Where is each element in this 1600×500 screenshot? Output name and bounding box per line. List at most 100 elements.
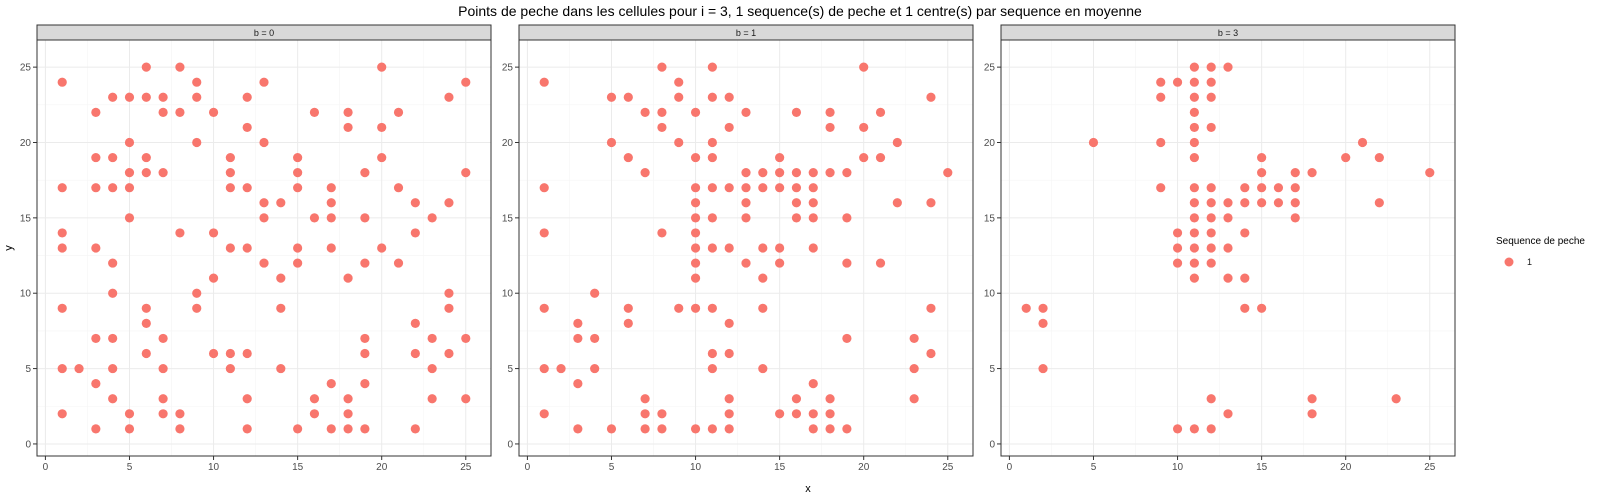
data-point xyxy=(909,394,919,404)
data-point xyxy=(1273,183,1284,193)
y-tick-label: 10 xyxy=(502,289,514,300)
data-point xyxy=(1257,303,1267,313)
data-point xyxy=(741,107,751,117)
facets-layer: b = 0 0 5 10 15 20 25 0 5 10 15 20 25 b = 1 0 5 10 15 20 25… xyxy=(20,24,1456,473)
data-point xyxy=(124,92,135,102)
data-point xyxy=(1240,183,1250,193)
data-point xyxy=(1206,92,1216,102)
y-tick-label: 10 xyxy=(984,289,996,300)
data-point xyxy=(573,318,583,328)
data-point xyxy=(427,213,437,223)
data-point xyxy=(707,137,717,148)
x-tick-label: 15 xyxy=(292,462,304,473)
facet-strip-label: b = 0 xyxy=(254,28,274,38)
data-point xyxy=(91,107,101,117)
data-point xyxy=(808,213,818,223)
data-point xyxy=(926,303,936,313)
data-point xyxy=(707,92,717,102)
data-point xyxy=(242,424,252,434)
data-point xyxy=(1290,183,1300,193)
data-point xyxy=(377,152,387,163)
data-point xyxy=(461,333,471,344)
data-point xyxy=(892,137,902,148)
data-point xyxy=(1240,303,1250,313)
data-point xyxy=(175,424,185,434)
data-point xyxy=(57,77,67,87)
data-point xyxy=(724,409,734,419)
data-point xyxy=(842,424,852,434)
data-point xyxy=(242,348,252,359)
data-point xyxy=(1189,198,1199,208)
data-point xyxy=(791,107,802,117)
data-point xyxy=(926,348,936,359)
y-tick-label: 0 xyxy=(25,439,31,450)
data-point xyxy=(124,409,135,419)
y-tick-label: 25 xyxy=(984,63,996,74)
data-point xyxy=(208,273,219,283)
y-tick-label: 15 xyxy=(984,213,996,224)
x-tick-label: 20 xyxy=(1340,462,1352,473)
data-point xyxy=(427,394,437,404)
data-point xyxy=(343,107,353,117)
data-point xyxy=(791,168,802,178)
data-point xyxy=(393,107,404,117)
data-point xyxy=(427,333,437,344)
data-point xyxy=(741,183,751,193)
data-point xyxy=(539,228,549,238)
data-point xyxy=(724,92,734,102)
data-point xyxy=(657,409,667,419)
data-point xyxy=(791,198,802,208)
data-point xyxy=(276,363,286,374)
data-point xyxy=(360,168,370,178)
data-point xyxy=(108,183,118,193)
data-point xyxy=(1189,122,1199,133)
data-point xyxy=(556,363,566,374)
data-point xyxy=(690,228,701,238)
data-point xyxy=(444,92,454,102)
data-point xyxy=(343,273,353,283)
data-point xyxy=(91,333,101,344)
data-point xyxy=(393,258,404,268)
y-tick-label: 5 xyxy=(989,364,995,375)
data-point xyxy=(410,348,420,359)
data-point xyxy=(875,258,886,268)
panel-background xyxy=(37,40,491,456)
data-point xyxy=(842,333,852,344)
data-point xyxy=(242,394,252,404)
data-point xyxy=(791,409,802,419)
legend-title: Sequence de peche xyxy=(1496,236,1585,247)
data-point xyxy=(808,243,818,253)
data-point xyxy=(1172,243,1183,253)
x-tick-label: 0 xyxy=(1007,462,1013,473)
y-tick-label: 15 xyxy=(20,213,32,224)
data-point xyxy=(360,379,370,389)
data-point xyxy=(623,92,633,102)
y-tick-label: 20 xyxy=(984,138,996,149)
data-point xyxy=(1223,273,1233,283)
data-point xyxy=(674,77,684,87)
data-point xyxy=(276,273,286,283)
data-point xyxy=(444,288,454,298)
data-point xyxy=(825,409,835,419)
data-point xyxy=(791,183,802,193)
data-point xyxy=(640,107,650,117)
data-point xyxy=(259,198,269,208)
data-point xyxy=(158,409,168,419)
data-point xyxy=(293,243,303,253)
data-point xyxy=(1189,107,1199,117)
data-point xyxy=(623,303,633,313)
data-point xyxy=(690,152,701,163)
data-point xyxy=(124,137,135,148)
x-tick-label: 5 xyxy=(1091,462,1097,473)
data-point xyxy=(690,243,701,253)
data-point xyxy=(461,77,471,87)
data-point xyxy=(875,107,886,117)
data-point xyxy=(1206,77,1216,87)
data-point xyxy=(444,303,454,313)
data-point xyxy=(1189,137,1199,148)
data-point xyxy=(690,198,701,208)
data-point xyxy=(758,183,768,193)
data-point xyxy=(1156,137,1166,148)
data-point xyxy=(1240,198,1250,208)
y-tick-label: 0 xyxy=(989,439,995,450)
